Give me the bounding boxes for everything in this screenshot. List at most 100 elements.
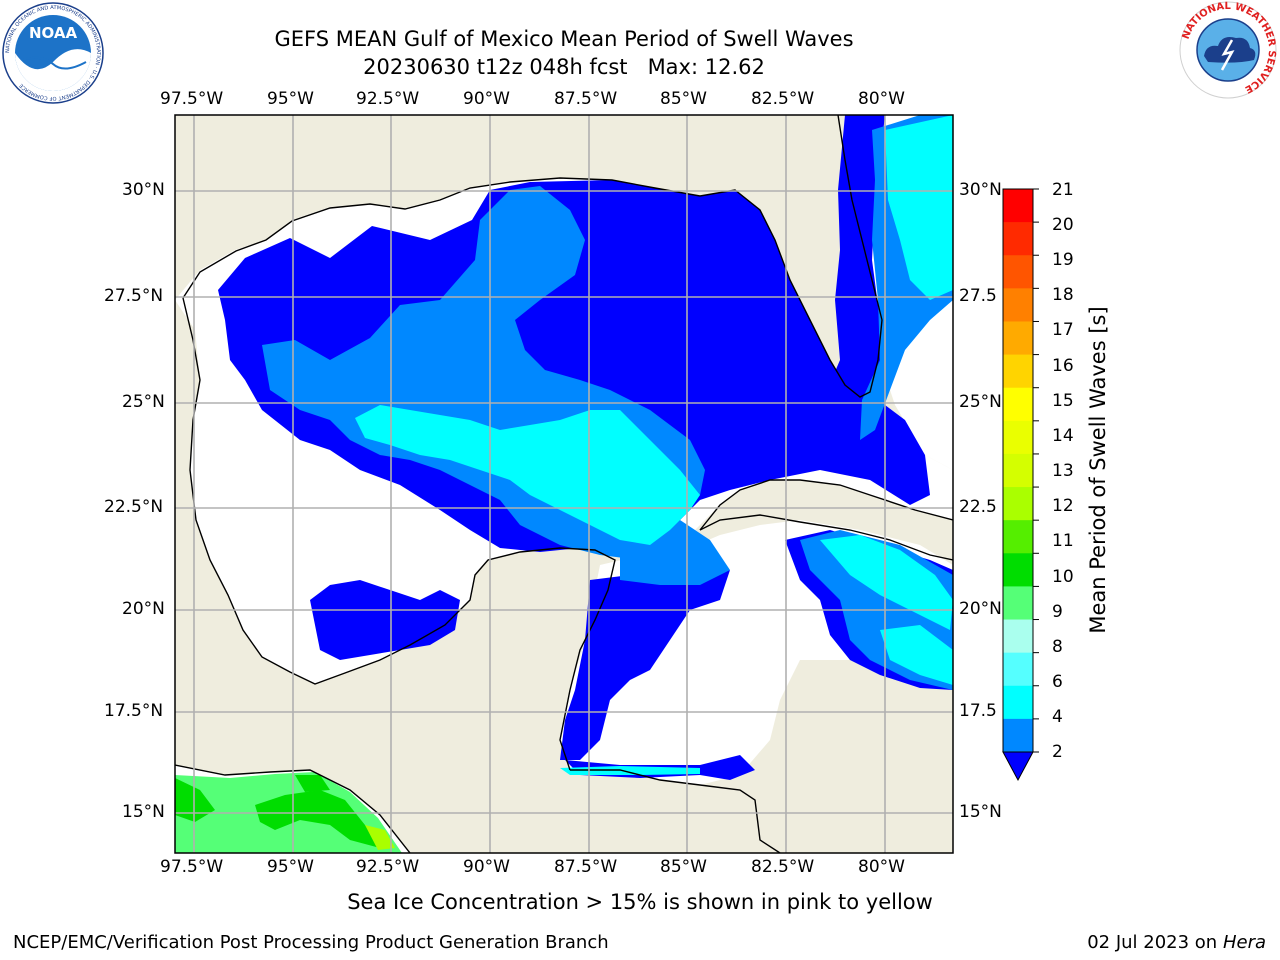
lon-label-top: 95°W — [267, 89, 314, 109]
colorbar-cell — [1003, 387, 1033, 422]
colorbar-tick-label: 9 — [1052, 602, 1063, 622]
lon-label-top: 80°W — [858, 89, 905, 109]
colorbar-tick-label: 20 — [1052, 215, 1074, 235]
colorbar-cell — [1003, 685, 1033, 720]
swell-band-11-12 — [365, 825, 395, 850]
colorbar-tick-marks — [1033, 188, 1039, 753]
colorbar-tick-label: 19 — [1052, 250, 1074, 270]
swell-band-2-4-sw — [310, 580, 460, 660]
lat-label-right: 25°N — [959, 392, 1002, 412]
sea-ice-annotation-text: Sea Ice Concentration > 15% is shown in … — [347, 890, 933, 914]
noaa-logo-text: NOAA — [29, 24, 78, 42]
central-america-coast — [570, 769, 781, 853]
lat-label-left: 17.5°N — [104, 701, 164, 721]
colorbar-tick-label: 4 — [1052, 707, 1063, 727]
colorbar-cell — [1003, 189, 1033, 223]
lat-label-right: 15°N — [959, 802, 1002, 822]
lat-label-left: 25°N — [122, 392, 165, 412]
colorbar-tick-label: 6 — [1052, 672, 1063, 692]
lat-label-left: 27.5°N — [104, 286, 164, 306]
colorbar-tick-label: 10 — [1052, 567, 1074, 587]
lon-label-top: 97.5°W — [160, 89, 224, 109]
footer-right: 02 Jul 2023 on Hera — [1087, 932, 1266, 953]
us-gulf-coast — [182, 115, 883, 398]
lon-label-top: 85°W — [660, 89, 707, 109]
colorbar-tick-label: 13 — [1052, 461, 1074, 481]
lat-label-left: 30°N — [122, 180, 165, 200]
swell-band-6-8-carib — [820, 535, 953, 630]
map-area — [175, 115, 953, 853]
lon-label-bottom: 80°W — [858, 857, 905, 877]
colorbar-tick-label: 18 — [1052, 285, 1074, 305]
colorbar-cells — [1003, 189, 1033, 753]
colorbar-tick-label: 14 — [1052, 426, 1074, 446]
lon-label-bottom: 97.5°W — [160, 857, 224, 877]
swell-band-6-8-carib-se — [880, 625, 953, 685]
swell-band-10-11-b — [255, 790, 380, 848]
lat-label-right: 27.5 — [959, 286, 997, 306]
map-frame — [174, 114, 954, 854]
colorbar-cell — [1003, 586, 1033, 621]
colorbar — [1002, 188, 1039, 782]
footer-left: NCEP/EMC/Verification Post Processing Pr… — [13, 932, 609, 953]
colorbar-cell — [1003, 487, 1033, 521]
lon-label-bottom: 95°W — [267, 857, 314, 877]
lon-label-top: 82.5°W — [751, 89, 815, 109]
cuba-south-coast — [699, 514, 953, 561]
lon-label-bottom: 85°W — [660, 857, 707, 877]
colorbar-cell — [1003, 288, 1033, 322]
colorbar-tick-label: 11 — [1052, 531, 1074, 551]
colorbar-cell — [1003, 420, 1033, 455]
colorbar-tick-label: 8 — [1052, 637, 1063, 657]
footer-date: 02 Jul 2023 on — [1087, 932, 1223, 953]
colorbar-tick-label: 16 — [1052, 356, 1074, 376]
cuba-coast — [699, 479, 953, 531]
lon-label-top: 92.5°W — [356, 89, 420, 109]
footer-host: Hera — [1222, 932, 1266, 953]
colorbar-frame — [1002, 188, 1034, 753]
colorbar-cell — [1003, 354, 1033, 389]
lon-label-bottom: 82.5°W — [751, 857, 815, 877]
colorbar-tick-label: 12 — [1052, 496, 1074, 516]
swell-band-10-11-a — [175, 778, 215, 822]
swell-band-6-8-honduras — [560, 766, 700, 775]
lat-label-right: 30°N — [959, 180, 1002, 200]
chart-title-line1: GEFS MEAN Gulf of Mexico Mean Period of … — [274, 27, 854, 51]
lat-label-left: 20°N — [122, 599, 165, 619]
colorbar-cell — [1003, 453, 1033, 488]
swell-band-6-8-east — [885, 115, 953, 300]
lon-label-bottom: 92.5°W — [356, 857, 420, 877]
colorbar-tick-label: 2 — [1052, 742, 1063, 762]
lat-label-right: 17.5 — [959, 701, 997, 721]
swell-band-6-8 — [355, 405, 700, 545]
swell-band-10-11-c — [295, 775, 330, 792]
lon-label-top: 87.5°W — [554, 89, 618, 109]
colorbar-extend-triangle — [1002, 751, 1034, 782]
colorbar-cell — [1003, 718, 1033, 753]
colorbar-cell — [1003, 619, 1033, 654]
swell-band-2-4-east — [825, 115, 885, 440]
lat-label-left: 22.5°N — [104, 497, 164, 517]
lon-label-top: 90°W — [463, 89, 510, 109]
sea-ice-annotation: Sea Ice Concentration > 15% is shown in … — [0, 890, 1280, 914]
lat-label-left: 15°N — [122, 802, 165, 822]
colorbar-cell — [1003, 222, 1033, 256]
pacific-coast — [175, 764, 411, 853]
nws-logo: NATIONAL WEATHER SERVICE — [1178, 0, 1278, 100]
colorbar-cell — [1003, 321, 1033, 356]
colorbar-cell — [1003, 652, 1033, 687]
lon-label-bottom: 90°W — [463, 857, 510, 877]
colorbar-title: Mean Period of Swell Waves [s] — [1086, 306, 1110, 634]
noaa-logo: NOAA NATIONAL OCEANIC AND ATMOSPHERIC AD… — [2, 2, 104, 104]
lon-label-bottom: 87.5°W — [554, 857, 618, 877]
colorbar-tick-label: 17 — [1052, 320, 1074, 340]
graticule — [175, 115, 953, 853]
colorbar-cell — [1003, 255, 1033, 289]
swell-band-2-4 — [218, 180, 930, 552]
lat-label-right: 20°N — [959, 599, 1002, 619]
colorbar-cell — [1003, 553, 1033, 587]
colorbar-cell — [1003, 520, 1033, 554]
chart-title-line2: 20230630 t12z 048h fcst Max: 12.62 — [363, 55, 765, 79]
lat-label-right: 22.5 — [959, 497, 997, 517]
